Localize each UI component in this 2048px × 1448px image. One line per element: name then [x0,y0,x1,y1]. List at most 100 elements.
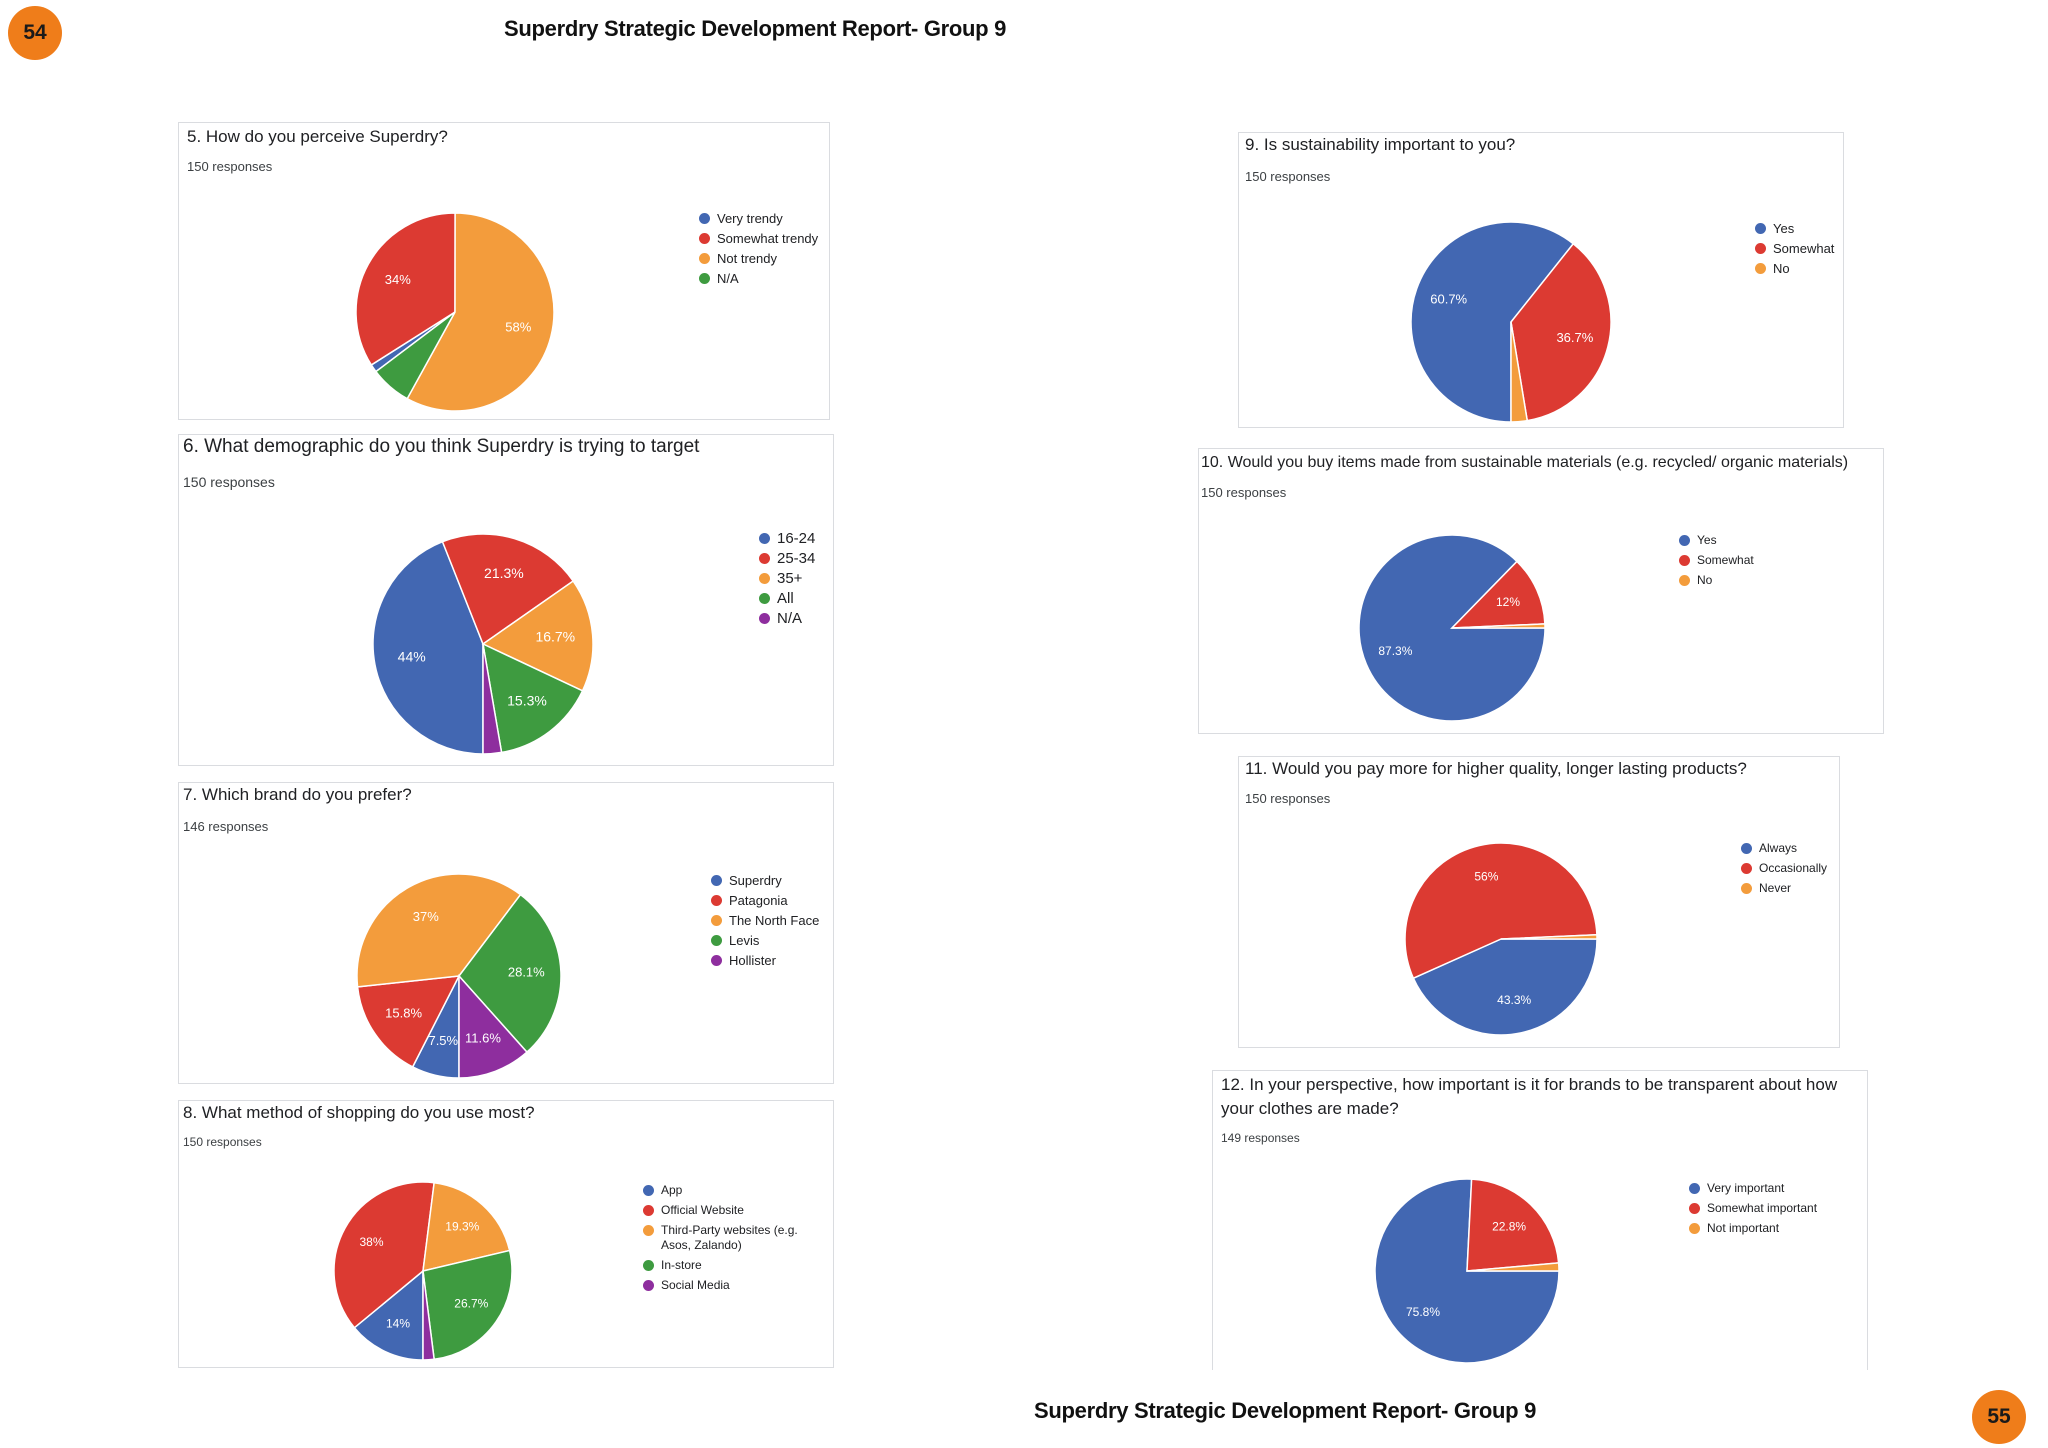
legend-item: All [759,591,829,606]
response-count: 150 responses [1245,791,1331,806]
pie-chart-q9: 60.7% 36.7% [1410,221,1612,423]
legend-item: Somewhat trendy [699,231,827,246]
legend-swatch [1755,243,1766,254]
response-count: 146 responses [183,819,269,834]
slice-label: 28.1% [508,965,545,980]
slice-label: 7.5% [428,1033,458,1048]
pie-slice-4 [482,642,584,754]
pie-slice-5 [422,1270,435,1361]
response-count: 150 responses [183,474,275,490]
slice-label: 12% [1496,595,1520,609]
report-title-right: Superdry Strategic Development Report- G… [1034,1398,1537,1423]
slice-label: 38% [359,1235,383,1249]
slice-label: 14% [386,1316,410,1330]
chart-card-q12: 12. In your perspective, how important i… [1212,1070,1868,1370]
legend-swatch [699,253,710,264]
chart-card-q10: 10. Would you buy items made from sustai… [1198,448,1884,734]
legend-swatch [711,875,722,886]
pie-slice-2 [355,212,456,366]
legend-label: No [1697,573,1713,587]
pie-slice-4 [422,1249,513,1361]
legend-swatch [699,273,710,284]
legend-item: Yes [1679,533,1775,548]
legend-label: 16-24 [777,530,816,547]
legend-item: Superdry [711,873,831,888]
pie-slice-3 [406,212,555,412]
legend-swatch [643,1225,654,1236]
chart-title: 6. What demographic do you think Superdr… [183,436,700,457]
legend-item: Somewhat [1755,241,1843,256]
response-count: 149 responses [1221,1131,1300,1145]
slice-label: 16.7% [535,629,575,645]
legend-swatch [643,1205,654,1216]
chart-title: 11. Would you pay more for higher qualit… [1245,759,1747,778]
legend-item: Occasionally [1741,861,1839,876]
chart-legend: Very trendy Somewhat trendy Not trendy N/A [699,211,827,291]
legend-label: Yes [1697,533,1717,547]
legend-item: 35+ [759,571,829,586]
legend-swatch [711,935,722,946]
legend-swatch [759,573,770,584]
legend-swatch [1689,1223,1700,1234]
slice-label: 19.3% [445,1219,479,1233]
pie-slice-4 [458,893,562,1054]
pie-chart-q12: 75.8% 22.8% [1374,1178,1560,1364]
legend-item: Third-Party websites (e.g. Asos, Zalando… [643,1223,829,1253]
chart-legend: Yes Somewhat No [1755,221,1843,281]
slice-label: 87.3% [1378,644,1412,658]
legend-item: N/A [759,611,829,626]
chart-card-q5: 5. How do you perceive Superdry? 150 res… [178,122,830,420]
pie-slice-5 [482,643,503,755]
legend-swatch [643,1280,654,1291]
slice-label: 15.3% [507,693,547,709]
legend-item: N/A [699,271,827,286]
legend-label: Official Website [661,1203,744,1217]
legend-label: In-store [661,1258,702,1272]
legend-label: Third-Party websites (e.g. Asos, Zalando… [661,1223,798,1252]
pie-slice-2 [1510,242,1612,422]
legend-swatch [1679,535,1690,546]
slice-label: 21.3% [484,565,524,581]
legend-label: Social Media [661,1278,730,1292]
pie-slice-3 [1466,1262,1560,1272]
pie-slice-2 [441,533,575,646]
page-number-left: 54 [8,6,62,60]
pie-slice-4 [374,311,456,400]
legend-label: Superdry [729,873,782,888]
chart-card-q9: 9. Is sustainability important to you? 1… [1238,132,1844,428]
pie-chart-q8: 14% 38% 19.3% 26.7% [333,1181,513,1361]
pie-slice-1 [1358,534,1546,722]
legend-item: 25-34 [759,551,829,566]
legend-swatch [1755,223,1766,234]
legend-label: Somewhat [1697,553,1754,567]
legend-swatch [1741,863,1752,874]
pie-slice-3 [356,873,522,988]
legend-item: Levis [711,933,831,948]
legend-swatch [1741,883,1752,894]
legend-label: 35+ [777,570,803,587]
legend-item: Official Website [643,1203,829,1218]
legend-swatch [711,895,722,906]
pie-slice-3 [422,1181,511,1272]
pie-slice-5 [458,974,528,1079]
chart-card-q11: 11. Would you pay more for higher qualit… [1238,756,1840,1048]
legend-label: Very important [1707,1181,1785,1195]
slice-label: 36.7% [1556,330,1593,345]
legend-label: N/A [717,271,739,286]
legend-swatch [643,1185,654,1196]
legend-label: No [1773,261,1790,276]
legend-item: Hollister [711,953,831,968]
legend-label: 25-34 [777,550,816,567]
pie-chart-q11: 43.3% 56% [1404,842,1598,1036]
legend-item: The North Face [711,913,831,928]
pie-slice-2 [356,975,461,1068]
legend-label: App [661,1183,683,1197]
slice-label: 34% [385,272,411,287]
legend-label: Somewhat important [1707,1201,1818,1215]
slice-label: 56% [1474,869,1498,883]
legend-item: Yes [1755,221,1843,236]
chart-title: 7. Which brand do you prefer? [183,785,412,804]
response-count: 150 responses [1245,169,1331,184]
slice-label: 22.8% [1492,1219,1526,1233]
pie-chart-q10: 87.3% 12% [1358,534,1546,722]
